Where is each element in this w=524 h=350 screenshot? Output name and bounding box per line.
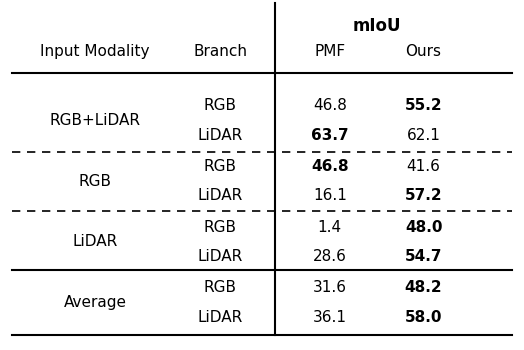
Text: 31.6: 31.6 [313, 280, 347, 295]
Text: 57.2: 57.2 [405, 188, 442, 203]
Text: mIoU: mIoU [353, 17, 401, 35]
Text: Input Modality: Input Modality [40, 44, 150, 59]
Text: 55.2: 55.2 [405, 98, 442, 113]
Text: 58.0: 58.0 [405, 310, 442, 325]
Text: PMF: PMF [314, 44, 345, 59]
Text: Ours: Ours [406, 44, 442, 59]
Text: Average: Average [64, 295, 127, 310]
Text: RGB: RGB [204, 219, 237, 234]
Text: RGB: RGB [204, 280, 237, 295]
Text: LiDAR: LiDAR [73, 234, 118, 249]
Text: Branch: Branch [193, 44, 247, 59]
Text: RGB+LiDAR: RGB+LiDAR [50, 113, 141, 128]
Text: 48.0: 48.0 [405, 219, 442, 234]
Text: 1.4: 1.4 [318, 219, 342, 234]
Text: LiDAR: LiDAR [198, 310, 243, 325]
Text: 62.1: 62.1 [407, 127, 441, 142]
Text: LiDAR: LiDAR [198, 127, 243, 142]
Text: RGB: RGB [204, 98, 237, 113]
Text: RGB: RGB [204, 159, 237, 174]
Text: 36.1: 36.1 [313, 310, 347, 325]
Text: 16.1: 16.1 [313, 188, 347, 203]
Text: RGB: RGB [79, 174, 112, 189]
Text: 54.7: 54.7 [405, 249, 442, 264]
Text: 41.6: 41.6 [407, 159, 441, 174]
Text: LiDAR: LiDAR [198, 249, 243, 264]
Text: 63.7: 63.7 [311, 127, 348, 142]
Text: 46.8: 46.8 [311, 159, 348, 174]
Text: 48.2: 48.2 [405, 280, 442, 295]
Text: 46.8: 46.8 [313, 98, 347, 113]
Text: 28.6: 28.6 [313, 249, 347, 264]
Text: LiDAR: LiDAR [198, 188, 243, 203]
